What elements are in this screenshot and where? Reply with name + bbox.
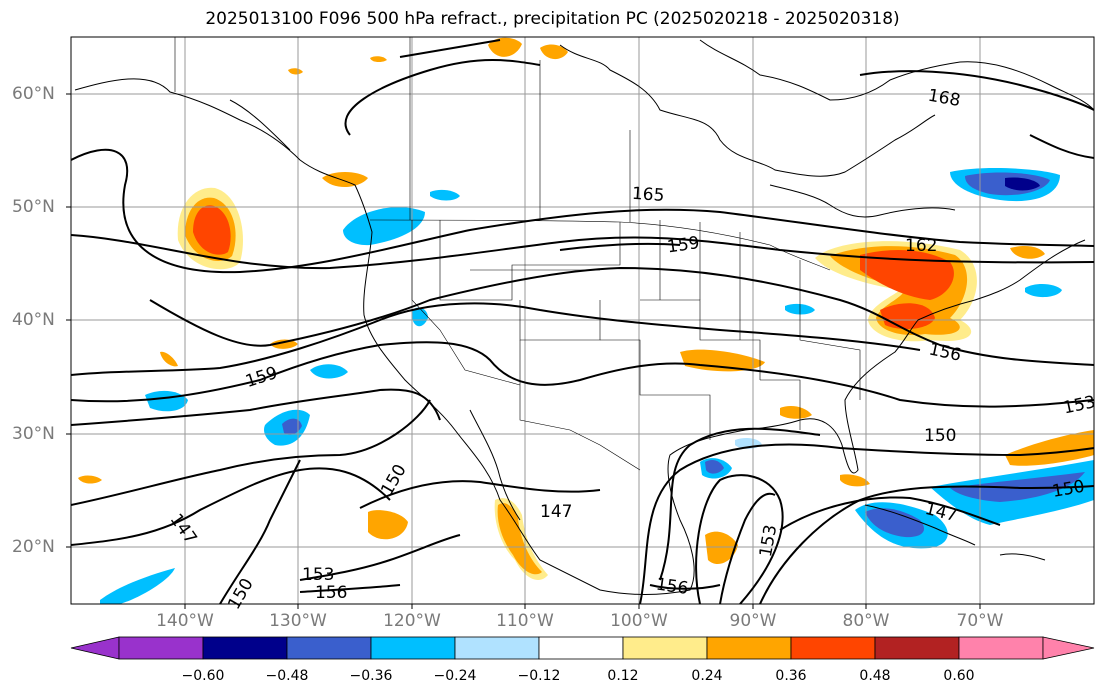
lon-label: 140°W bbox=[156, 611, 214, 631]
lon-label: 110°W bbox=[496, 611, 554, 631]
lat-label: 50°N bbox=[12, 197, 55, 217]
lat-label: 60°N bbox=[12, 84, 55, 104]
political-borders bbox=[174, 37, 861, 471]
colorbar-tick-label: −0.60 bbox=[181, 668, 225, 684]
colorbar-segment bbox=[706, 636, 792, 660]
lon-label: 70°W bbox=[956, 611, 1004, 631]
lon-label: 90°W bbox=[729, 611, 777, 631]
lon-label: 120°W bbox=[383, 611, 441, 631]
map-title: 2025013100 F096 500 hPa refract., precip… bbox=[205, 9, 900, 29]
colorbar-tick-label: −0.36 bbox=[349, 668, 393, 684]
contour-label: 162 bbox=[905, 236, 937, 256]
colorbar-segment bbox=[790, 636, 876, 660]
contour-label: 159 bbox=[666, 233, 701, 257]
colorbar-segment bbox=[958, 636, 1044, 660]
colorbar-segment bbox=[538, 636, 624, 660]
colorbar-segment bbox=[118, 636, 204, 660]
colorbar-segment bbox=[202, 636, 288, 660]
colorbar bbox=[70, 636, 1095, 660]
graticule bbox=[71, 37, 1094, 604]
lon-label: 80°W bbox=[842, 611, 890, 631]
colorbar-tick-label: 0.48 bbox=[859, 668, 891, 684]
lat-label: 20°N bbox=[12, 537, 55, 557]
colorbar-segment bbox=[370, 636, 456, 660]
colorbar-segment bbox=[454, 636, 540, 660]
colorbar-extend-high bbox=[1042, 636, 1095, 660]
coastlines bbox=[74, 39, 1094, 595]
colorbar-tick-label: −0.12 bbox=[517, 668, 561, 684]
contour-label: 156 bbox=[655, 575, 690, 599]
lon-label: 130°W bbox=[269, 611, 327, 631]
lat-label: 30°N bbox=[12, 424, 55, 444]
axis-ticks bbox=[66, 93, 981, 609]
contour-label-group: 168 165 162 159 159 156 153 150 150 150 … bbox=[166, 86, 1098, 613]
colorbar-tick-label: −0.48 bbox=[265, 668, 309, 684]
contour-label: 150 bbox=[924, 426, 956, 446]
colorbar-tick-label: 0.12 bbox=[607, 668, 639, 684]
contour-label: 156 bbox=[315, 583, 347, 603]
contour-label: 147 bbox=[540, 502, 572, 522]
lon-label: 100°W bbox=[610, 611, 668, 631]
lat-label: 40°N bbox=[12, 310, 55, 330]
colorbar-segment bbox=[622, 636, 708, 660]
contour-label: 165 bbox=[631, 184, 665, 206]
colorbar-tick-label: −0.24 bbox=[433, 668, 477, 684]
colorbar-segment bbox=[286, 636, 372, 660]
colorbar-segment bbox=[874, 636, 960, 660]
colorbar-tick-label: 0.24 bbox=[691, 668, 723, 684]
contour-label: 153 bbox=[302, 565, 334, 585]
precip-shading bbox=[78, 37, 1094, 604]
colorbar-extend-low bbox=[70, 636, 120, 660]
refractivity-contours bbox=[71, 39, 1094, 604]
colorbar-tick-label: 0.60 bbox=[943, 668, 975, 684]
colorbar-tick-label: 0.36 bbox=[775, 668, 807, 684]
